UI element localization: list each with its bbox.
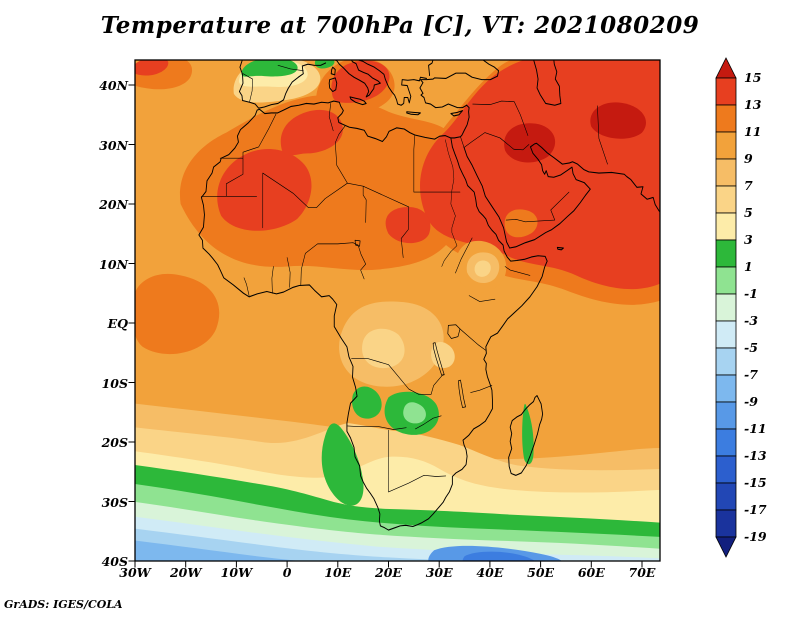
colorbar-level-label: 15 <box>744 70 762 85</box>
colorbar-level-label: -15 <box>744 475 767 490</box>
colorbar-level-label: 7 <box>744 178 753 193</box>
italy-coastline <box>333 60 381 98</box>
sardinia-coastline <box>328 77 338 93</box>
colorbar-level-label: -17 <box>744 502 767 517</box>
y-axis-label: 40N <box>99 78 128 93</box>
axis-ticks <box>128 84 643 568</box>
colorbar-segment <box>715 401 737 430</box>
y-axis-label: 30N <box>99 137 128 153</box>
colorbar-level-label: 1 <box>744 259 753 274</box>
y-axis-label: 20S <box>101 435 128 450</box>
levant-coastline <box>450 104 470 139</box>
colorbar-level-label: -13 <box>744 448 767 463</box>
colorbar-segment <box>715 482 737 511</box>
colorbar-top-arrow <box>715 57 737 79</box>
colorbar-segment <box>715 239 737 268</box>
blacksea-west-coastline <box>428 60 434 77</box>
arabia-iran-coastline <box>463 142 660 249</box>
africa-coastline <box>198 100 548 531</box>
x-axis-label: 20E <box>375 565 402 580</box>
madagascar-coastline <box>508 395 544 476</box>
borders-path <box>201 65 608 493</box>
map-frame <box>134 59 661 562</box>
iberia-coastline <box>238 60 327 109</box>
lakes <box>354 239 466 408</box>
x-axis-label: 0 <box>282 565 292 580</box>
x-axis-label: 20W <box>169 565 202 580</box>
temperature-field <box>135 60 660 561</box>
colorbar-level-label: -7 <box>744 367 758 382</box>
greece-balkans-coastline <box>356 60 427 106</box>
colorbar-level-label: -5 <box>744 340 758 355</box>
colorbar-level-label: -3 <box>744 313 758 328</box>
y-axis-label: 10N <box>99 256 128 272</box>
corsica-coastline <box>330 66 336 76</box>
x-axis-label: 10E <box>324 565 352 580</box>
colorbar-segment <box>715 320 737 349</box>
y-axis-label: 40S <box>101 554 128 569</box>
coastlines <box>198 60 660 531</box>
y-axis-label: EQ <box>107 316 128 331</box>
colorbar-segment <box>715 104 737 133</box>
colorbar-segment <box>715 158 737 187</box>
colorbar-segment <box>715 131 737 160</box>
caspian-coastline <box>533 60 562 106</box>
x-axis-label: 30E <box>425 565 453 580</box>
colorbar-level-label: 9 <box>744 151 753 166</box>
colorbar-segment <box>715 428 737 457</box>
colorbar-level-label: 3 <box>744 232 753 247</box>
colorbar-level-label: -11 <box>744 421 767 436</box>
colorbar-level-label: -19 <box>744 529 767 544</box>
colorbar-level-label: -1 <box>744 286 758 301</box>
socotra-coastline <box>556 246 564 251</box>
cyprus-coastline <box>450 110 463 117</box>
colorbar-segment <box>715 212 737 241</box>
lake-victoria <box>447 324 461 339</box>
colorbar-segment <box>715 455 737 484</box>
colorbar-bottom-arrow <box>715 536 737 558</box>
lake-tanganyika <box>432 342 445 376</box>
x-axis-label: 10W <box>220 565 253 580</box>
colorbar-segment <box>715 509 737 538</box>
x-axis-label: 60E <box>577 565 605 580</box>
y-axis-label: 30S <box>101 494 128 510</box>
nile-river <box>441 139 458 267</box>
y-axis-label: 20N <box>99 197 128 212</box>
plot-title: Temperature at 700hPa [C], VT: 202108020… <box>100 12 700 39</box>
colorbar-level-label: -9 <box>744 394 758 409</box>
colorbar-level-label: 13 <box>744 97 762 112</box>
colorbar <box>715 57 737 558</box>
colorbar-segment <box>715 293 737 322</box>
colorbar-segment <box>715 266 737 295</box>
colorbar-segment <box>715 374 737 403</box>
crete-coastline <box>406 111 421 116</box>
lake-malawi <box>458 379 466 408</box>
colorbar-level-label: 11 <box>744 124 762 139</box>
turkey-coastline <box>419 60 499 109</box>
colorbar-segment <box>715 185 737 214</box>
credit: GrADS: IGES/COLA <box>4 598 123 611</box>
rivers <box>441 139 458 267</box>
x-axis-label: 70E <box>628 565 656 580</box>
colorbar-segment <box>715 347 737 376</box>
y-axis-label: 10S <box>101 375 128 391</box>
colorbar-segment <box>715 77 737 106</box>
x-axis-label: 50E <box>527 565 555 580</box>
x-axis-label: 40E <box>476 565 504 580</box>
colorbar-level-label: 5 <box>744 205 753 220</box>
x-axis-label: 30W <box>119 565 151 580</box>
country-borders <box>201 65 608 493</box>
sicily-coastline <box>349 96 367 106</box>
